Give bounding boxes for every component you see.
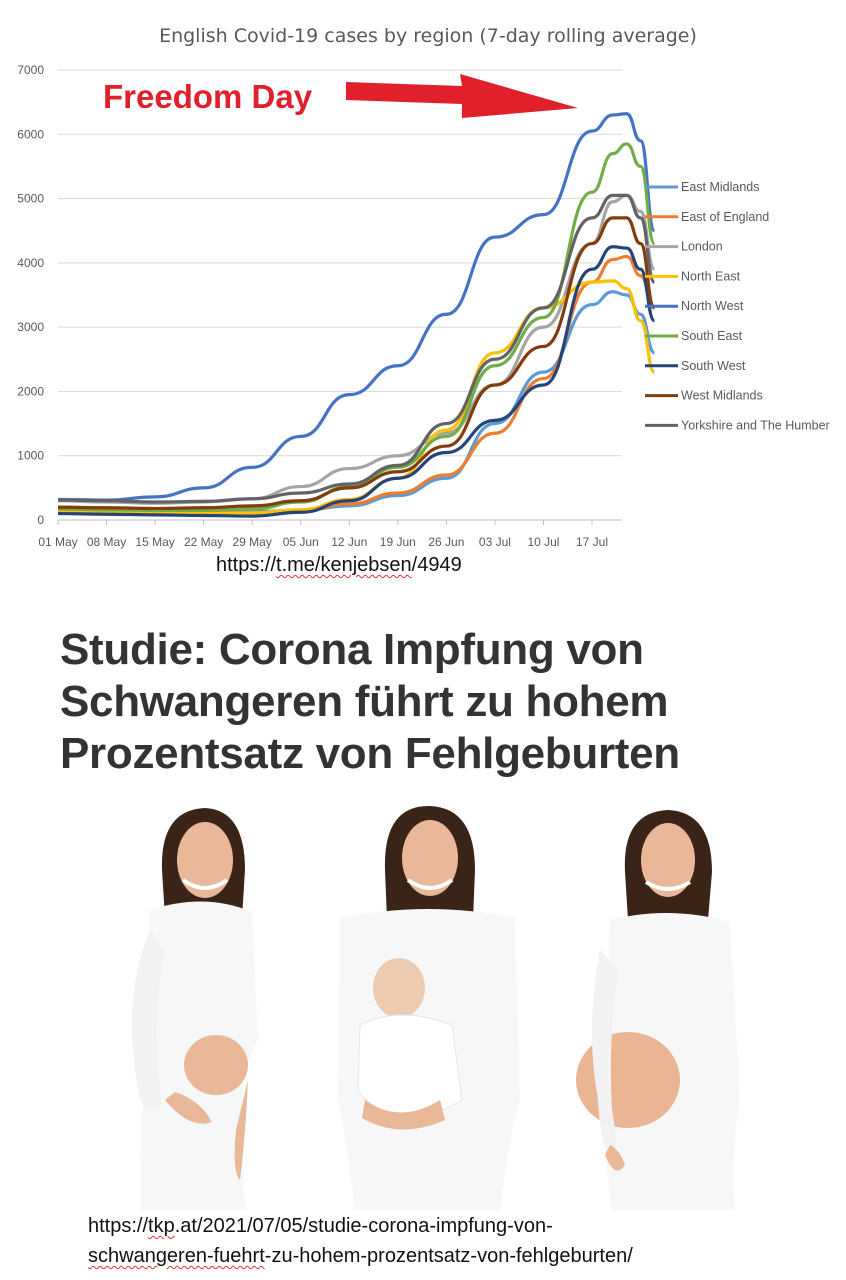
series-line	[57, 112, 656, 502]
link-suffix: -zu-hohem-prozentsatz-von-fehlgeburten/	[264, 1245, 633, 1267]
woman-right-figure	[576, 810, 740, 1210]
legend-label: East Midlands	[681, 180, 760, 194]
link-marked-text: t.me/kenjebsen	[276, 554, 412, 576]
freedom-day-label: Freedom Day	[103, 78, 313, 115]
x-tick-label: 01 May	[38, 535, 77, 549]
series-line	[57, 193, 656, 504]
x-tick-label: 05 Jun	[283, 535, 319, 549]
legend-label: North East	[681, 269, 741, 283]
telegram-link[interactable]: https://t.me/kenjebsen/4949	[216, 550, 462, 580]
woman-left-figure	[132, 808, 258, 1210]
link-suffix: .at/2021/07/05/studie-corona-impfung-von…	[174, 1215, 553, 1237]
legend-label: Yorkshire and The Humber	[681, 418, 830, 432]
y-tick-label: 4000	[17, 256, 44, 270]
legend-label: East of England	[681, 210, 769, 224]
x-tick-label: 17 Jul	[576, 535, 608, 549]
series-line	[57, 245, 656, 518]
chart-series	[57, 112, 656, 518]
covid-chart: English Covid-19 cases by region (7-day …	[17, 25, 830, 549]
photo-pregnant-women	[132, 805, 740, 1210]
freedom-day-arrow	[346, 74, 578, 118]
y-tick-label: 3000	[17, 320, 44, 334]
y-tick-label: 6000	[17, 127, 44, 141]
link-suffix: /4949	[411, 554, 462, 576]
x-tick-label: 29 May	[233, 535, 272, 549]
series-line	[57, 142, 656, 512]
article-headline: Studie: Corona Impfung von Schwangeren f…	[60, 625, 680, 778]
x-tick-label: 08 May	[87, 535, 126, 549]
link-marked-text: schwangeren-fuehrt	[88, 1245, 265, 1267]
legend-label: London	[681, 240, 723, 254]
article-link[interactable]: https://tkp.at/2021/07/05/studie-corona-…	[88, 1211, 633, 1271]
link-marked-text: tkp	[148, 1215, 175, 1237]
x-tick-label: 19 Jun	[380, 535, 416, 549]
chart-grid	[58, 69, 622, 521]
legend-label: West Midlands	[681, 389, 763, 403]
x-tick-label: 15 May	[135, 535, 174, 549]
series-line	[57, 290, 656, 514]
y-tick-label: 0	[37, 513, 44, 527]
x-tick-label: 10 Jul	[527, 535, 559, 549]
x-tick-label: 26 Jun	[428, 535, 464, 549]
woman-center-figure	[338, 805, 520, 1210]
y-tick-label: 1000	[17, 449, 44, 463]
freedom-day-annotation: Freedom Day	[103, 74, 578, 118]
legend-label: North West	[681, 299, 744, 313]
chart-title: English Covid-19 cases by region (7-day …	[159, 25, 697, 47]
y-tick-label: 7000	[17, 63, 44, 77]
chart-legend: East Midlands East of England London North …	[645, 180, 830, 432]
x-axis-ticks: 01 May 08 May 15 May 22 May 29 May 05 Jun 12 J…	[38, 520, 608, 549]
article-link-line-2: schwangeren-fuehrt-zu-hohem-prozentsatz-…	[88, 1241, 633, 1271]
x-tick-label: 12 Jun	[331, 535, 367, 549]
y-tick-label: 5000	[17, 192, 44, 206]
series-line	[57, 279, 656, 516]
x-tick-label: 03 Jul	[479, 535, 511, 549]
y-tick-label: 2000	[17, 384, 44, 398]
link-prefix: https://	[88, 1215, 149, 1237]
x-tick-label: 22 May	[184, 535, 223, 549]
article-link-line-1: https://tkp.at/2021/07/05/studie-corona-…	[88, 1211, 633, 1241]
y-axis-ticks: 0 1000 2000 3000 4000 5000 6000 7000	[17, 63, 44, 527]
series-line	[57, 216, 656, 511]
legend-label: South West	[681, 359, 746, 373]
legend-label: South East	[681, 329, 743, 343]
link-prefix: https://	[216, 554, 277, 576]
